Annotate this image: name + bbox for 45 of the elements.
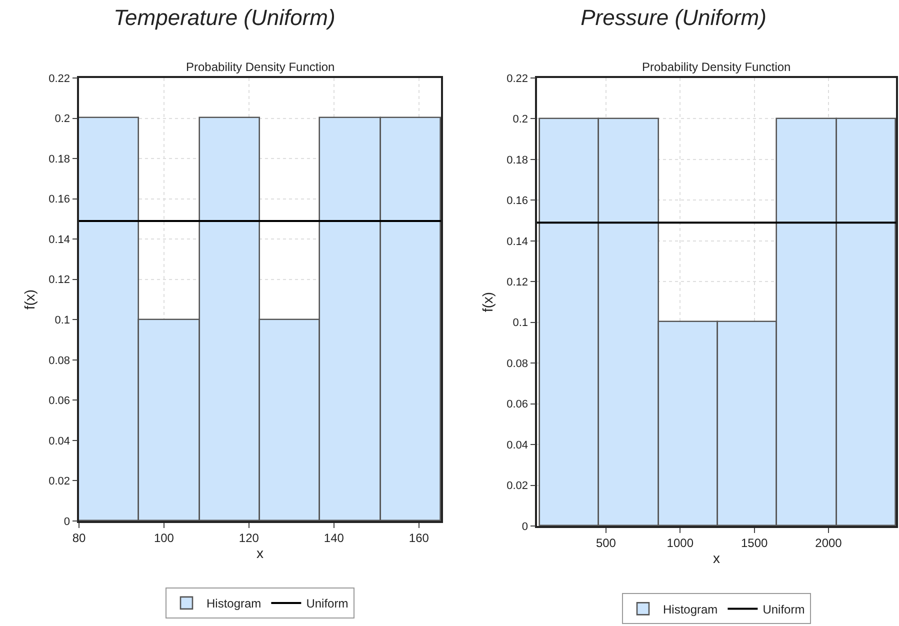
y-tick-label: 0.12	[506, 276, 528, 288]
y-tick-label: 0.1	[512, 317, 528, 330]
y-tick-label: 0.18	[506, 154, 528, 166]
y-axis-title: f(x)	[22, 289, 38, 310]
y-tick-label: 0.02	[48, 476, 70, 488]
x-tick-label: 140	[324, 531, 344, 546]
legend-label: Uniform	[306, 596, 348, 611]
x-axis-title: x	[713, 550, 720, 566]
x-tick-label: 160	[408, 531, 430, 546]
legend-label: Histogram	[206, 596, 262, 611]
y-tick-label: 0.2	[512, 114, 528, 126]
legend-label: Histogram	[663, 602, 718, 616]
y-tick-label: 0.14	[506, 236, 528, 248]
y-tick-label: 0	[64, 516, 70, 528]
y-axis-title: f(x)	[480, 292, 496, 312]
y-tick-label: 0.08	[506, 358, 528, 370]
y-tick-label: 0	[522, 520, 528, 533]
legend-label: Uniform	[762, 602, 805, 616]
chart-title: Temperature (Uniform)	[114, 4, 336, 30]
y-tick-label: 0.06	[506, 398, 528, 411]
x-tick-label: 120	[238, 531, 260, 546]
chart-title: Pressure (Uniform)	[580, 4, 766, 30]
x-tick-label: 80	[72, 531, 86, 546]
y-tick-label: 0.22	[506, 72, 528, 85]
y-tick-label: 0.16	[506, 195, 528, 208]
y-tick-label: 0.02	[506, 480, 528, 492]
y-tick-label: 0.06	[48, 395, 70, 408]
chart-subtitle: Probability Density Function	[642, 60, 791, 74]
y-tick-label: 0.04	[48, 435, 70, 448]
x-tick-label: 100	[154, 531, 174, 546]
chart-subtitle: Probability Density Function	[186, 60, 335, 74]
y-tick-label: 0.2	[54, 113, 70, 126]
x-tick-label: 1000	[666, 536, 694, 550]
y-tick-label: 0.08	[48, 354, 70, 367]
y-tick-label: 0.18	[48, 153, 70, 166]
y-tick-label: 0.22	[48, 72, 70, 85]
y-tick-label: 0.12	[48, 274, 70, 286]
y-tick-label: 0.04	[506, 439, 528, 452]
x-tick-label: 2000	[815, 536, 842, 550]
x-tick-label: 1500	[740, 536, 768, 550]
y-tick-label: 0.14	[48, 234, 70, 246]
x-tick-label: 500	[596, 536, 616, 550]
x-axis-title: x	[256, 545, 264, 562]
y-tick-label: 0.16	[48, 194, 70, 206]
y-tick-label: 0.1	[54, 314, 70, 326]
